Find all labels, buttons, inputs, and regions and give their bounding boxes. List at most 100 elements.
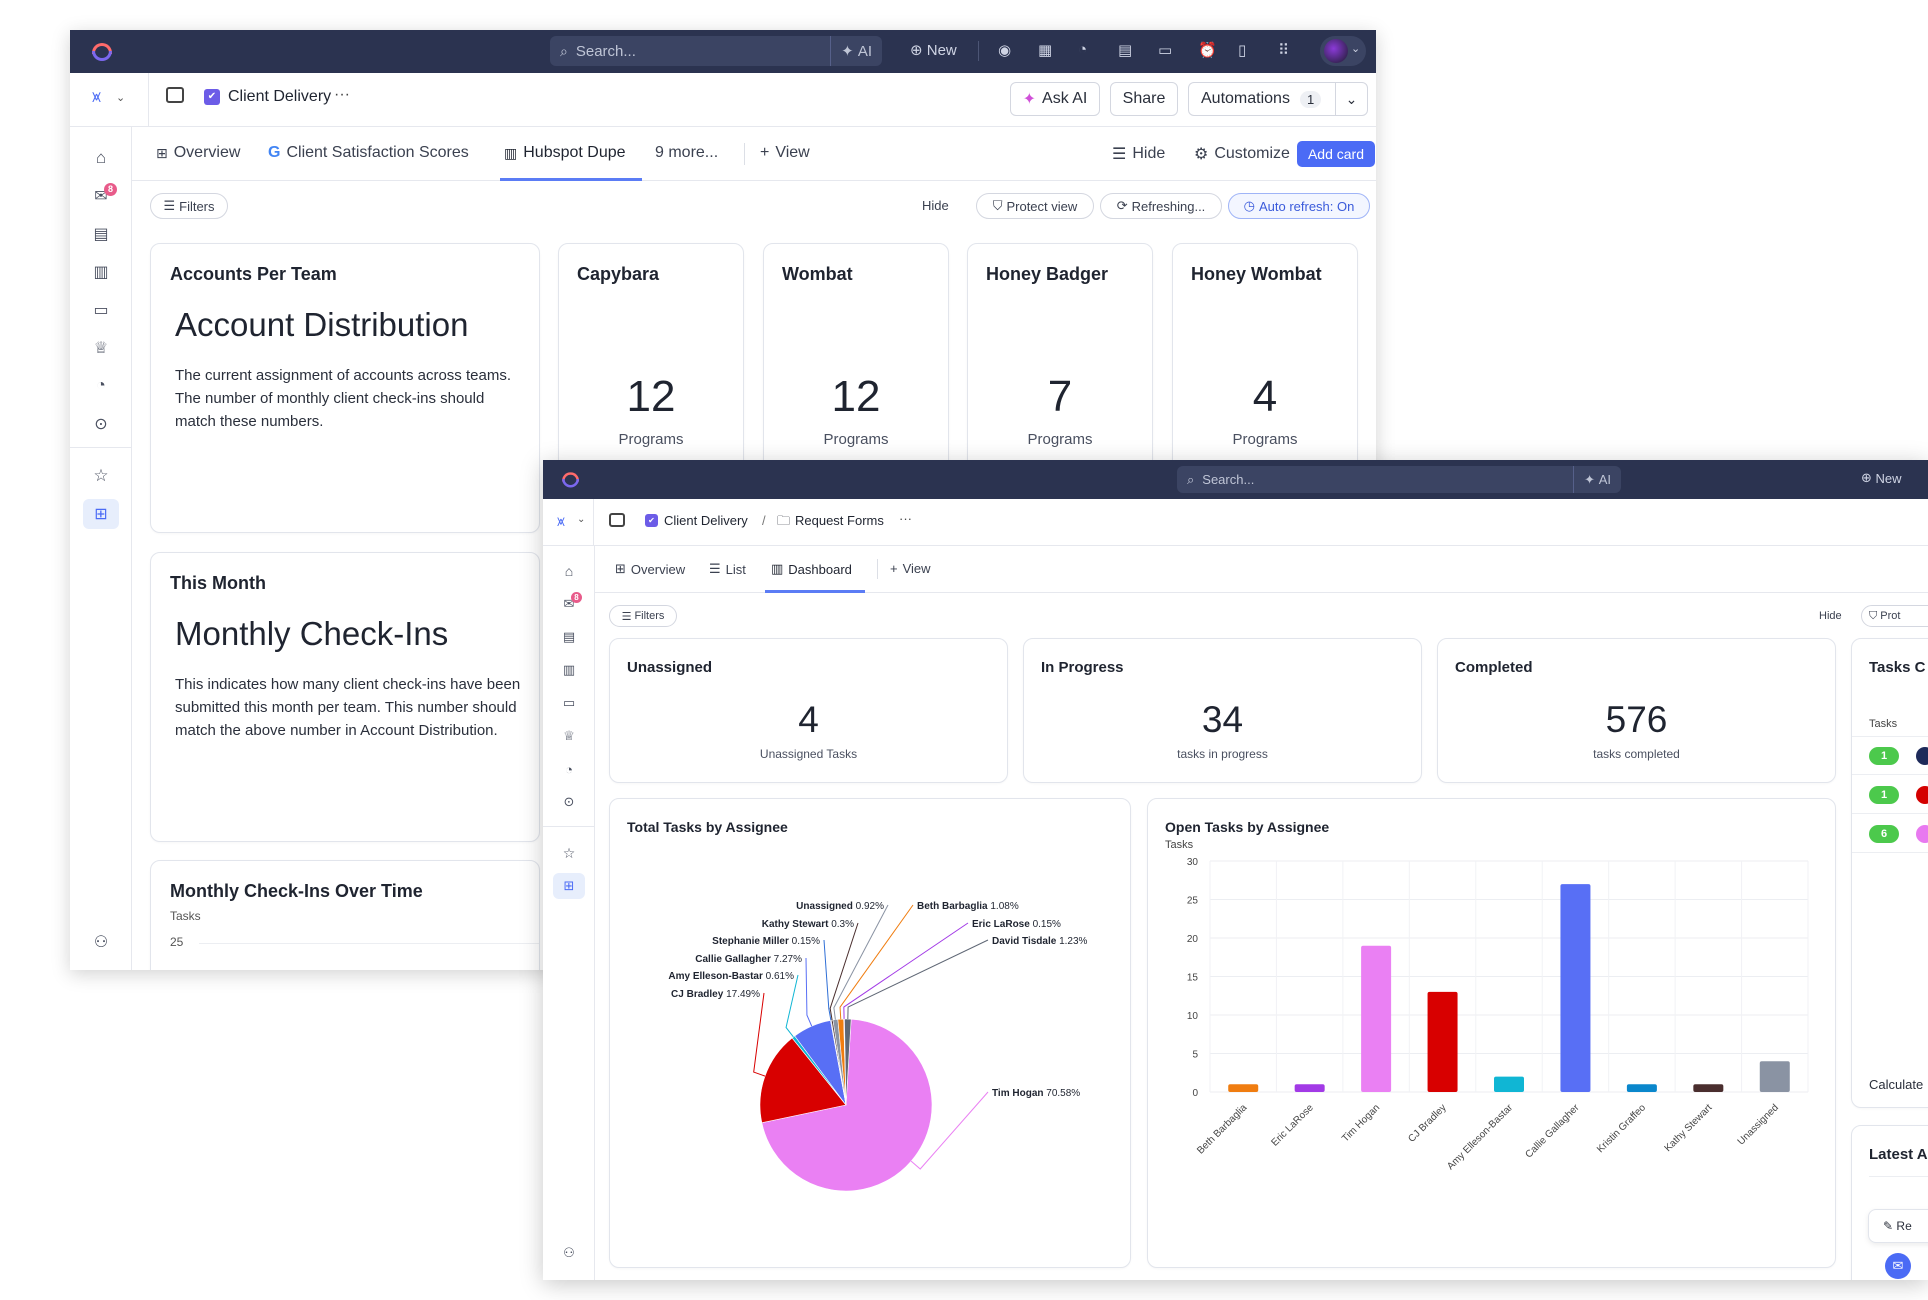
accounts-per-team-card[interactable]: Accounts Per Team Account Distribution T…	[150, 243, 540, 533]
apps-grid-icon[interactable]: ⠿	[1278, 42, 1289, 59]
invite-user-icon[interactable]: ⚇	[93, 934, 109, 951]
card-title: Capybara	[577, 264, 660, 284]
workspace-icon[interactable]: ⩙	[92, 89, 102, 106]
notepad-icon[interactable]: ▤	[1118, 42, 1133, 59]
home-icon[interactable]: ⌂	[95, 148, 107, 167]
y-tick-label: 25	[1187, 896, 1199, 907]
add-view-button[interactable]: + View	[890, 561, 931, 576]
favorites-icon[interactable]: ☆	[93, 466, 109, 485]
new-button[interactable]: ⊕ New	[910, 41, 957, 60]
tab-hubspot-dupe[interactable]: ▥ Hubspot Dupe	[504, 144, 626, 162]
add-card-button[interactable]: Add card	[1297, 141, 1375, 167]
video-icon[interactable]: ▭	[93, 302, 109, 319]
pie-leader-line	[843, 922, 969, 1020]
tab-list[interactable]: ☰ List	[709, 561, 746, 577]
check-circle-icon[interactable]: ◉	[998, 42, 1012, 59]
favorites-icon[interactable]: ☆	[562, 844, 576, 861]
stat-card-unassigned[interactable]: Unassigned 4 Unassigned Tasks	[609, 638, 1008, 783]
latest-activity-card-partial[interactable]: Latest A ✎ Re ✉	[1851, 1125, 1928, 1280]
trophy-icon[interactable]: ♕	[93, 340, 109, 357]
stat-card-completed[interactable]: Completed 576 tasks completed	[1437, 638, 1836, 783]
search-icon: ⌕	[560, 42, 568, 59]
tab-overview[interactable]: ⊞ Overview	[615, 561, 685, 577]
filters-button[interactable]: ☰ Filters	[150, 193, 228, 219]
breadcrumb-space[interactable]: Client Delivery	[228, 88, 332, 105]
clock-icon: ◷	[1243, 198, 1255, 213]
header-bar: ⩙ ⌄ ✔ Client Delivery / 🗀 Request Forms …	[543, 499, 1928, 546]
automations-button[interactable]: Automations 1	[1188, 82, 1336, 116]
tab-more[interactable]: 9 more...	[655, 144, 718, 162]
new-button[interactable]: ⊕ New	[1861, 470, 1902, 486]
user-menu[interactable]: ⌄	[1320, 36, 1366, 66]
timer-icon[interactable]: ◔	[565, 761, 573, 777]
calculate-button[interactable]: Calculate	[1869, 1077, 1924, 1092]
workspace-icon[interactable]: ⩙	[557, 513, 565, 529]
tab-overview[interactable]: ⊞ Overview	[156, 144, 240, 162]
sliders-icon: ☰	[1112, 146, 1127, 163]
spaces-grid-icon[interactable]: ⊞	[553, 873, 585, 899]
search-input[interactable]: ⌕ Search... ✦ AI	[1177, 466, 1621, 493]
home-icon[interactable]: ⌂	[564, 563, 574, 579]
more-icon[interactable]: ···	[334, 86, 350, 103]
this-month-card[interactable]: This Month Monthly Check-Ins This indica…	[150, 552, 540, 842]
chevron-down-icon[interactable]: ⌄	[116, 92, 126, 104]
tab-dashboard[interactable]: ▥ Dashboard	[771, 561, 852, 577]
tasks-card-partial[interactable]: Tasks C Tasks 1 1 6 Calculate	[1851, 638, 1928, 1108]
hide-cards-button[interactable]: Hide	[1819, 610, 1842, 622]
chevron-down-icon[interactable]: ⌄	[577, 514, 586, 525]
checkins-over-time-card[interactable]: Monthly Check-Ins Over Time Tasks 25	[150, 860, 540, 970]
dashboards-icon[interactable]: ▥	[562, 662, 576, 677]
calendar-icon[interactable]: ▦	[1038, 42, 1053, 59]
activity-text: Re	[1896, 1219, 1912, 1233]
docs-icon[interactable]: ▤	[93, 226, 109, 243]
protect-view-button[interactable]: ⛉ Protect view	[976, 193, 1094, 219]
dashboards-icon[interactable]: ▥	[93, 264, 109, 281]
hide-cards-button[interactable]: Hide	[922, 198, 949, 213]
tab-client-satisfaction[interactable]: G Client Satisfaction Scores	[268, 144, 469, 162]
dashboard-icon: ▥	[771, 561, 784, 576]
breadcrumb-space[interactable]: Client Delivery	[664, 513, 748, 528]
inbox-icon[interactable]: ✉	[563, 596, 575, 611]
refresh-button[interactable]: ⟳ Refreshing...	[1100, 193, 1222, 219]
ai-button[interactable]: ✦ AI	[1573, 466, 1621, 493]
top-bar: ⌕ Search... ✦ AI ⊕ New	[543, 460, 1928, 499]
alarm-icon[interactable]: ⏰	[1198, 42, 1217, 59]
hide-button[interactable]: ☰ Hide	[1112, 144, 1165, 164]
customize-button[interactable]: ⚙ Customize	[1194, 144, 1290, 164]
ai-button[interactable]: ✦ AI	[830, 36, 882, 66]
more-circle-icon[interactable]: ⊙	[563, 794, 575, 809]
more-icon[interactable]: ···	[899, 511, 912, 526]
x-tick-label: Callie Gallagher	[1523, 1102, 1582, 1161]
timer-icon[interactable]: ◔	[96, 377, 106, 394]
docs-icon[interactable]: ▤	[562, 629, 576, 644]
search-icon: ⌕	[1187, 471, 1195, 487]
spaces-grid-icon[interactable]: ⊞	[83, 499, 119, 529]
pie-leader-line	[829, 922, 859, 1021]
activity-item[interactable]: ✎ Re	[1868, 1209, 1928, 1243]
invite-user-icon[interactable]: ⚇	[563, 1245, 575, 1260]
add-view-button[interactable]: + View	[760, 144, 810, 162]
more-circle-icon[interactable]: ⊙	[94, 416, 108, 433]
protect-view-button[interactable]: ⛉ Prot	[1861, 605, 1928, 627]
timer-icon[interactable]: ◔	[1078, 41, 1088, 58]
divider	[1852, 736, 1928, 737]
filters-button[interactable]: ☰ Filters	[609, 605, 677, 627]
doc-icon[interactable]: ▯	[1238, 42, 1247, 59]
breadcrumb-folder[interactable]: Request Forms	[795, 513, 884, 528]
video-icon[interactable]: ▭	[1158, 42, 1173, 59]
share-button[interactable]: Share	[1110, 82, 1178, 116]
trophy-icon[interactable]: ♕	[563, 728, 575, 743]
sidebar-toggle-icon[interactable]	[609, 513, 625, 527]
search-input[interactable]: ⌕ Search... ✦ AI	[550, 36, 882, 66]
automations-dropdown[interactable]: ⌄	[1335, 82, 1368, 116]
stat-card-in-progress[interactable]: In Progress 34 tasks in progress	[1023, 638, 1422, 783]
total-tasks-by-assignee-card[interactable]: Total Tasks by Assignee Tim Hogan 70.58%…	[609, 798, 1131, 1268]
card-title: Completed	[1455, 659, 1533, 676]
auto-refresh-toggle[interactable]: ◷ Auto refresh: On	[1228, 193, 1370, 219]
video-icon[interactable]: ▭	[562, 695, 576, 710]
open-tasks-by-assignee-card[interactable]: Open Tasks by Assignee Tasks 0 5 10 15 20 25 3…	[1147, 798, 1836, 1268]
x-tick-label: Beth Barbaglia	[1195, 1102, 1249, 1156]
ask-ai-button[interactable]: ✦ Ask AI	[1010, 82, 1100, 116]
divider	[978, 41, 979, 61]
sidebar-toggle-icon[interactable]	[166, 87, 184, 103]
